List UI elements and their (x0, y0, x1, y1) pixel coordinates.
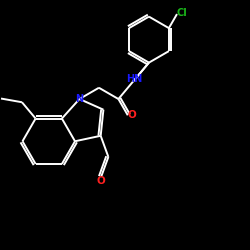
Text: HN: HN (126, 74, 142, 84)
Text: O: O (97, 176, 106, 186)
Text: O: O (128, 110, 137, 120)
Text: N: N (76, 94, 84, 104)
Text: Cl: Cl (176, 8, 187, 18)
